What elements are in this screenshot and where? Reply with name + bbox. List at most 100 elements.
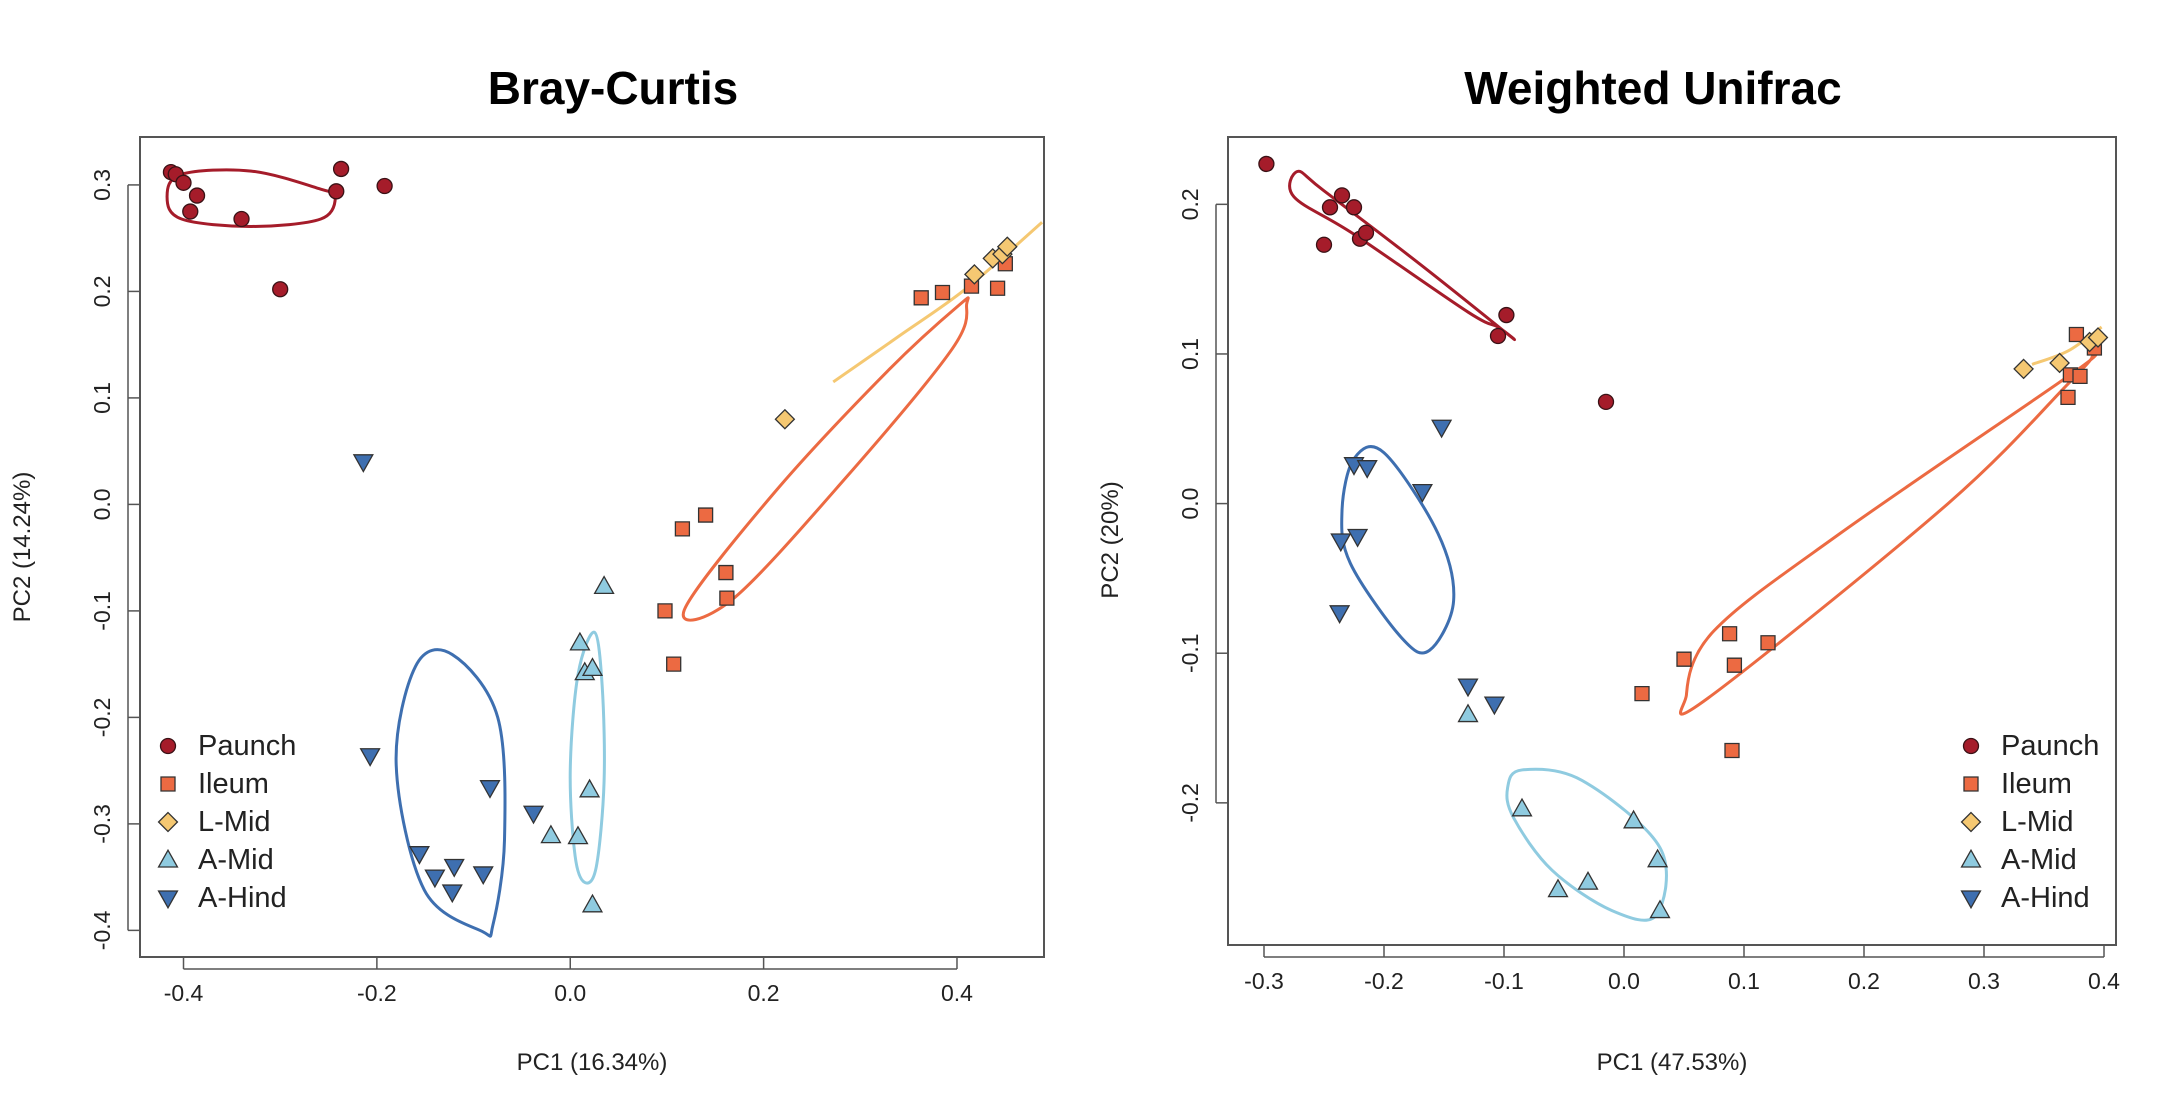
point-ileum <box>666 656 682 672</box>
point-paunch <box>272 281 289 298</box>
point-a-mid <box>1623 809 1645 829</box>
point-layer <box>1258 155 2109 919</box>
y-axis: -0.2 -0.1 0.0 0.1 0.2 <box>1177 188 1228 823</box>
point-l-mid <box>2049 352 2070 374</box>
x-axis-label: PC1 (47.53%) <box>1597 1049 1748 1076</box>
point-ileum <box>2072 368 2088 385</box>
point-paunch <box>328 183 345 200</box>
x-tick-label: 0.2 <box>748 980 780 1006</box>
x-tick-label: 0.4 <box>941 980 973 1006</box>
point-paunch <box>233 210 250 228</box>
legend-marker-paunch <box>1962 737 1980 755</box>
y-tick-label: 0.1 <box>89 382 115 414</box>
point-layer <box>162 160 1018 913</box>
point-a-mid <box>567 825 589 845</box>
point-a-hind <box>443 858 465 878</box>
point-paunch <box>182 203 199 220</box>
x-tick-label: -0.1 <box>1484 968 1524 994</box>
legend-marker-a-hind <box>1960 890 1982 910</box>
point-ileum <box>719 590 735 606</box>
point-a-mid <box>1647 848 1669 868</box>
legend: Paunch Ileum L-Mid A-Mid A-Hind <box>157 730 296 914</box>
point-a-hind <box>441 884 463 904</box>
ellipse-paunch <box>1288 169 1517 342</box>
point-a-mid <box>1577 871 1599 890</box>
point-a-mid <box>1649 899 1671 919</box>
x-tick-label: 0.2 <box>1848 968 1880 994</box>
y-tick-label: -0.1 <box>1177 633 1203 673</box>
point-ileum <box>1676 651 1692 667</box>
point-a-hind <box>1483 696 1505 716</box>
point-a-hind <box>1411 483 1433 503</box>
x-tick-label: 0.4 <box>2088 968 2120 994</box>
legend-marker-a-mid <box>1960 848 1982 868</box>
point-l-mid <box>964 264 985 285</box>
chart-bray-curtis: Bray-Curtis -0.4 -0.2 0.0 0.2 0.4 -0.4-0.3-0… <box>9 62 1045 1076</box>
point-a-hind <box>472 866 494 886</box>
point-a-hind <box>1330 533 1352 553</box>
point-l-mid <box>774 408 796 430</box>
legend-marker-paunch <box>159 737 177 755</box>
point-a-hind <box>1431 419 1453 439</box>
y-tick-label: 0.3 <box>89 169 115 201</box>
x-tick-label: 0.0 <box>1608 968 1640 994</box>
y-tick-label: 0.0 <box>89 488 115 520</box>
point-paunch <box>1345 199 1363 216</box>
point-a-mid <box>581 893 604 913</box>
point-a-hind <box>359 748 381 767</box>
y-tick-label: 0.2 <box>89 275 115 307</box>
point-a-mid <box>579 778 601 798</box>
plot-frame <box>1227 136 2117 946</box>
x-axis-label: PC1 (16.34%) <box>517 1049 668 1076</box>
legend-label: Paunch <box>2001 730 2099 762</box>
legend-marker-l-mid <box>1960 811 1982 833</box>
y-axis: -0.4 -0.3 -0.2 -0.1 0.0 0.1 0.2 0.3 <box>89 169 140 950</box>
point-l-mid <box>996 236 1018 258</box>
point-paunch <box>1489 327 1507 345</box>
legend-marker-a-hind <box>157 890 179 910</box>
x-tick-label: -0.4 <box>164 980 204 1006</box>
point-paunch <box>1258 155 1275 173</box>
point-ileum <box>934 284 951 301</box>
point-a-hind <box>1347 528 1369 548</box>
ellipse-a-hind <box>1340 445 1456 655</box>
ellipse-layer <box>165 168 1044 938</box>
point-ileum <box>657 603 673 619</box>
legend-label: L-Mid <box>2001 806 2074 838</box>
point-a-hind <box>352 454 374 473</box>
point-a-hind <box>1329 605 1351 624</box>
x-axis: -0.4 -0.2 0.0 0.2 0.4 <box>164 957 973 1006</box>
legend-marker-a-mid <box>157 848 179 868</box>
x-tick-label: -0.2 <box>1364 968 1404 994</box>
chart-weighted-unifrac: Weighted Unifrac -0.3 -0.2 -0.1 0.0 0.1 0.2 0.… <box>1097 62 2120 1076</box>
point-paunch <box>1597 393 1615 410</box>
point-paunch <box>1357 224 1375 241</box>
point-paunch <box>376 177 393 195</box>
point-l-mid <box>2087 327 2109 348</box>
legend-label: A-Hind <box>198 882 287 914</box>
point-paunch <box>332 160 350 178</box>
ellipse-ileum <box>1678 353 2098 716</box>
point-a-mid <box>593 575 615 595</box>
x-axis: -0.3 -0.2 -0.1 0.0 0.1 0.2 0.3 0.4 <box>1244 945 2120 994</box>
legend: Paunch Ileum L-Mid A-Mid A-Hind <box>1960 730 2099 914</box>
point-ileum <box>1634 685 1650 702</box>
point-ileum <box>697 507 714 523</box>
y-tick-label: -0.2 <box>1177 783 1203 823</box>
chart-title: Bray-Curtis <box>488 62 739 114</box>
legend-label: A-Mid <box>198 844 274 876</box>
point-ileum <box>1724 742 1740 759</box>
point-a-hind <box>424 869 446 889</box>
x-tick-label: 0.0 <box>554 980 586 1006</box>
ellipse-layer <box>1288 169 2103 922</box>
point-a-mid <box>569 631 591 651</box>
legend-label: Ileum <box>198 768 269 800</box>
point-ileum <box>913 290 929 306</box>
legend-label: A-Mid <box>2001 844 2077 876</box>
point-a-mid <box>1511 797 1533 817</box>
point-paunch <box>1498 306 1515 324</box>
y-tick-label: 0.1 <box>1177 338 1203 370</box>
point-ileum <box>1760 635 1776 651</box>
point-paunch <box>188 187 206 204</box>
